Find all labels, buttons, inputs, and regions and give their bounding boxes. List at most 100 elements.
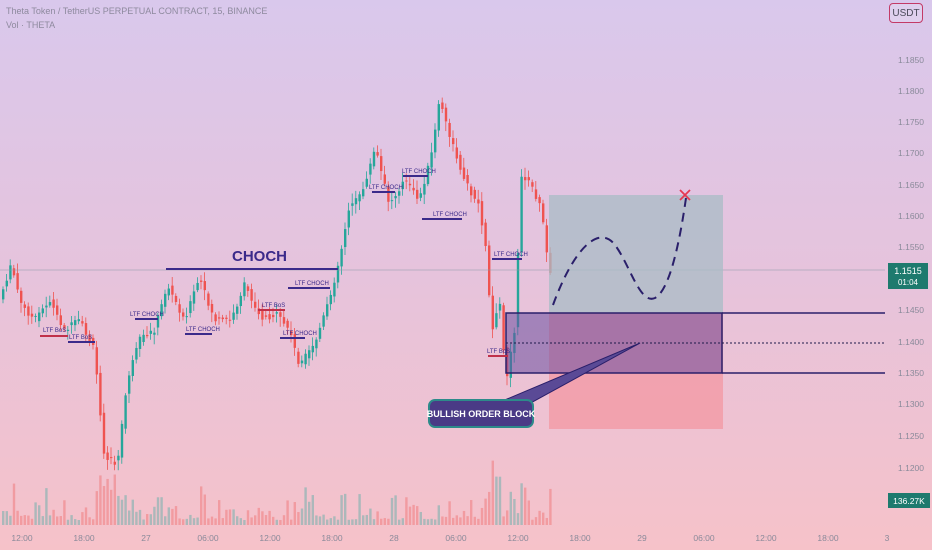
candle-body <box>203 281 206 291</box>
price-tick-label: 1.1650 <box>898 180 924 190</box>
volume-bar <box>52 509 55 525</box>
volume-bar <box>531 519 534 525</box>
price-tick-label: 1.1400 <box>898 337 924 347</box>
volume-bar <box>192 518 196 525</box>
volume-bar <box>354 519 358 525</box>
volume-bar <box>131 499 134 525</box>
time-tick-label: 06:00 <box>693 533 715 543</box>
candle-body <box>214 314 217 322</box>
candle-body <box>390 200 394 202</box>
volume-bar <box>452 517 455 525</box>
candle-body <box>358 194 361 202</box>
volume-bars <box>2 460 552 525</box>
volume-bar <box>272 516 275 525</box>
volume-bar <box>480 507 484 525</box>
volume-bar <box>329 518 332 525</box>
volume-bar <box>45 488 48 525</box>
candle-body <box>495 313 498 328</box>
target-zone[interactable] <box>549 195 723 313</box>
volume-bar <box>275 519 278 525</box>
candle-body <box>387 186 390 202</box>
candle-body <box>279 312 282 317</box>
volume-bar <box>16 510 19 525</box>
volume-bar <box>401 518 404 525</box>
candle-body <box>221 317 224 320</box>
volume-bar <box>444 516 448 525</box>
candle-body <box>340 248 343 267</box>
volume-bar <box>142 519 145 525</box>
candle-body <box>160 304 163 317</box>
volume-bar <box>430 518 433 525</box>
volume-bar <box>322 514 325 525</box>
volume-bar <box>34 502 37 525</box>
volume-bar <box>203 494 206 525</box>
candle-body <box>282 317 286 324</box>
candle-body <box>77 319 80 322</box>
time-axis[interactable]: 12:00 18:00 27 06:00 12:00 18:00 28 06:00 12:00 1… <box>11 533 889 543</box>
candle-body <box>398 191 401 196</box>
candle-body <box>20 290 23 303</box>
volume-badge-value: 136.27K <box>893 496 925 506</box>
volume-bar <box>92 519 95 525</box>
volume-bar <box>362 515 365 525</box>
volume-bar <box>333 516 336 525</box>
candle-body <box>34 315 37 317</box>
current-price-badge: 1.1515 01:04 <box>888 263 928 289</box>
candle-body <box>376 152 379 156</box>
volume-bar <box>423 518 426 525</box>
candle-body <box>477 199 480 204</box>
candle-body <box>192 291 196 304</box>
currency-button[interactable]: USDT <box>889 3 923 23</box>
candle-body <box>498 303 502 311</box>
volume-bar <box>534 517 538 525</box>
order-block-callout[interactable]: BULLISH ORDER BLOCK <box>427 399 536 428</box>
volume-bar <box>63 500 66 525</box>
candle-body <box>120 423 124 458</box>
projection-path[interactable] <box>552 197 687 306</box>
volume-bar <box>336 519 340 525</box>
volume-bar <box>297 512 300 525</box>
candle-body <box>545 225 548 253</box>
volume-bar <box>304 487 307 525</box>
candle-body <box>246 286 250 291</box>
candle-body <box>81 321 84 324</box>
candle-body <box>297 351 300 364</box>
candle-body <box>48 302 52 306</box>
volume-bar <box>178 518 181 525</box>
volume-bar <box>56 516 59 525</box>
volume-bar <box>369 508 372 525</box>
candle-body <box>405 180 408 182</box>
candle-body <box>466 174 469 184</box>
time-tick-label: 18:00 <box>73 533 95 543</box>
time-tick-label: 12:00 <box>259 533 281 543</box>
candle-body <box>56 305 59 315</box>
time-tick-label: 3 <box>885 533 890 543</box>
candle-body <box>527 177 530 181</box>
volume-bar <box>77 519 80 525</box>
volume-bar <box>113 474 116 525</box>
volume-bar <box>394 495 397 525</box>
volume-bar <box>488 491 491 525</box>
candle-body <box>131 360 134 376</box>
volume-bar <box>239 518 242 525</box>
volume-bar <box>477 518 480 525</box>
candle-body <box>2 289 5 300</box>
candle-body <box>293 334 296 348</box>
volume-bar <box>74 519 77 525</box>
price-tick-label: 1.1850 <box>898 55 924 65</box>
candle-body <box>452 138 455 145</box>
price-axis[interactable]: 1.1850 1.1800 1.1750 1.1700 1.1650 1.1600 1.15… <box>898 55 924 473</box>
candle-body <box>156 315 160 328</box>
choch-main-label: CHOCH <box>232 248 287 265</box>
candle-body <box>520 176 523 252</box>
candle-body <box>408 183 412 186</box>
candle-body <box>243 282 246 297</box>
candle-body <box>99 372 102 416</box>
volume-bar <box>99 475 102 525</box>
candle-body <box>315 339 318 349</box>
candle-body <box>383 174 386 184</box>
volume-bar <box>246 510 250 525</box>
candle-body <box>106 452 109 460</box>
